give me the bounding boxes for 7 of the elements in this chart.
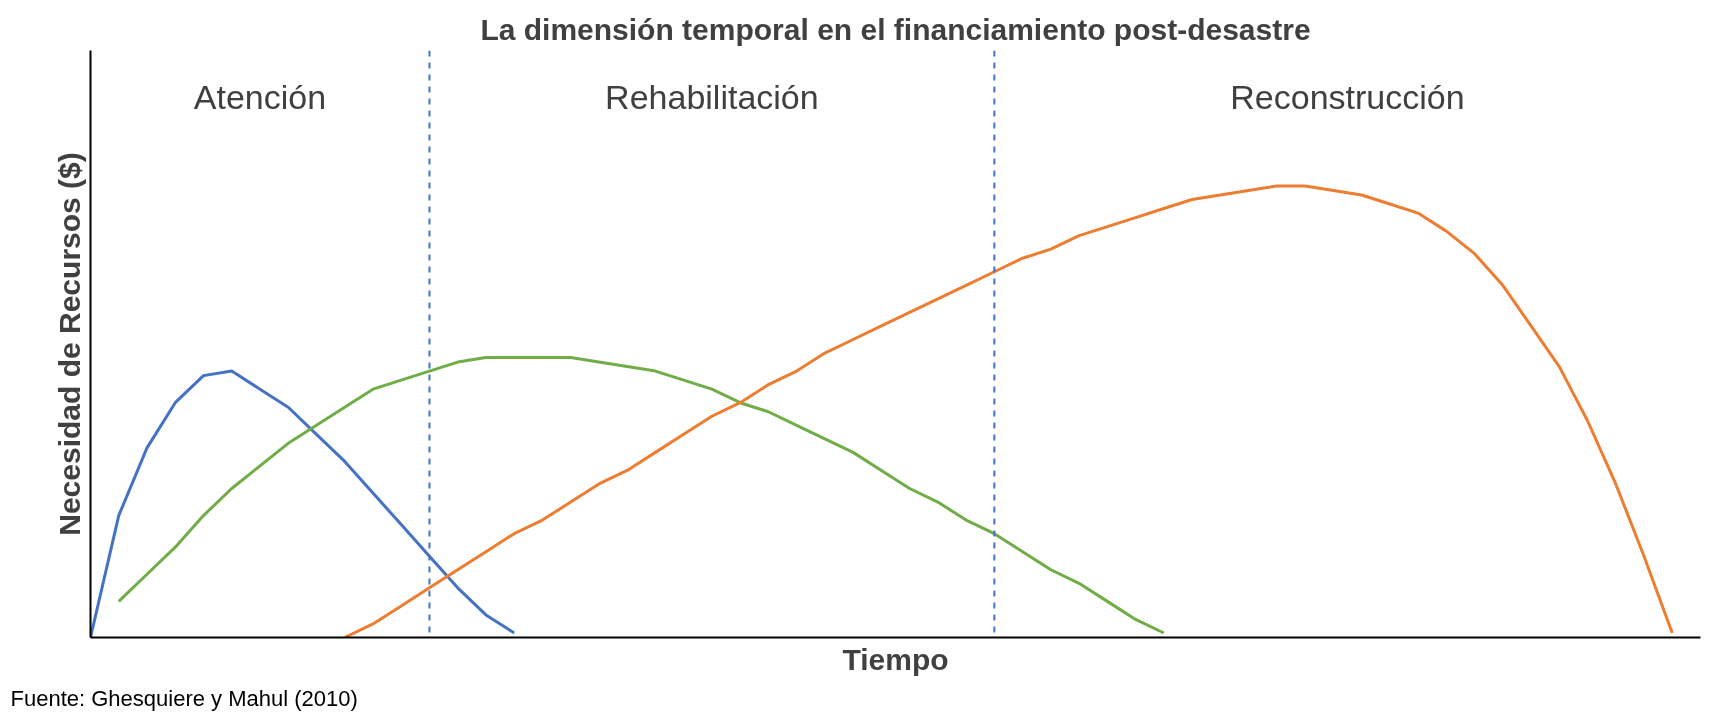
text: Reconstrucción bbox=[1230, 78, 1465, 117]
y-axis-title: Necesidad de Recursos ($) bbox=[52, 152, 86, 536]
chart-title: La dimensión temporal en el financiamiento post-desastre bbox=[480, 12, 1311, 46]
source-note: Fuente: Ghesquiere y Mahul (2010) bbox=[10, 685, 358, 711]
x-axis-title: Tiempo bbox=[842, 642, 949, 676]
text: Rehabilitación bbox=[605, 78, 819, 117]
text: Atención bbox=[193, 78, 327, 117]
